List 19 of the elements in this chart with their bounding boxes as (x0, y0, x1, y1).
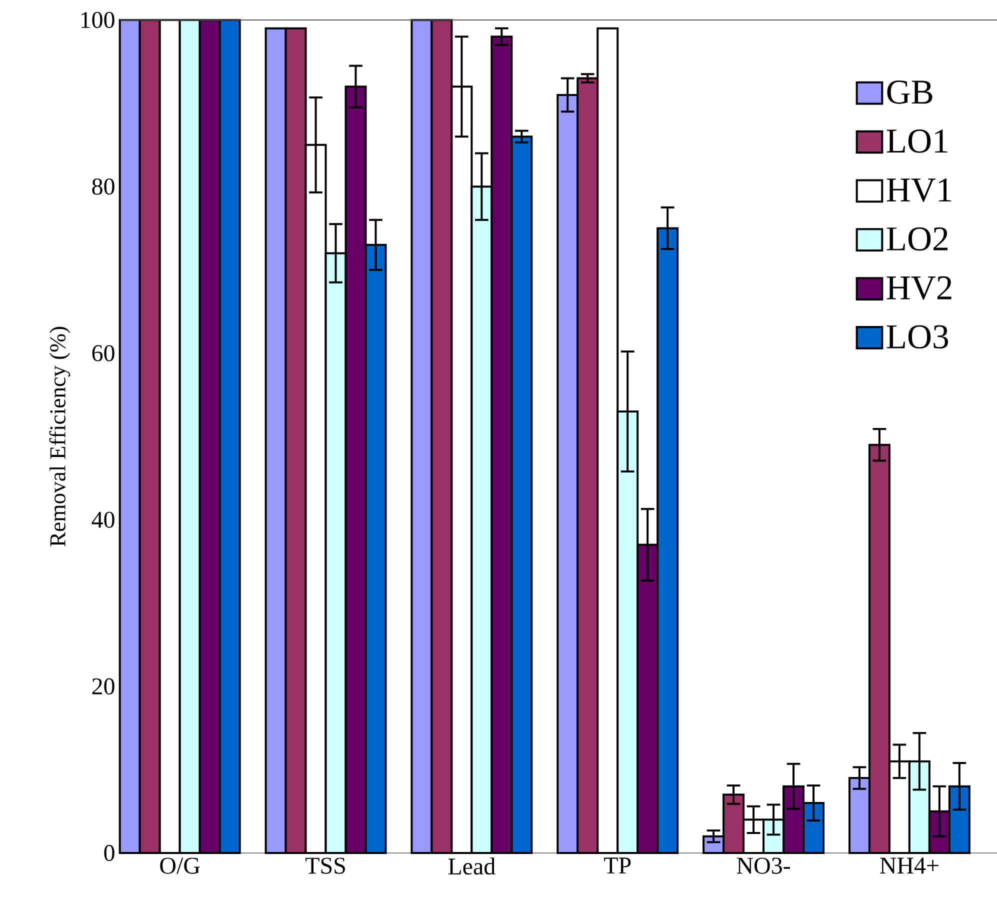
y-tick-label: 40 (92, 512, 114, 528)
y-tick-label: 100 (81, 12, 114, 28)
legend-label: HV2 (886, 276, 952, 300)
y-tick-label: 0 (104, 844, 114, 862)
y-tick-label: 60 (92, 345, 114, 362)
legend-label: HV1 (886, 178, 952, 202)
legend-label: LO3 (886, 325, 948, 349)
legend-label: LO1 (886, 130, 948, 153)
x-tick-label: NH4+ (880, 858, 938, 874)
y-tick-label: 20 (92, 678, 114, 694)
y-tick-label: 80 (92, 178, 114, 195)
legend-label: LO2 (886, 227, 948, 251)
x-tick-label: O/G (160, 858, 200, 874)
x-tick-label: TP (604, 858, 631, 874)
x-tick-label: Lead (448, 858, 496, 875)
legend-label: GB (887, 80, 932, 104)
x-tick-label: NO3- (736, 858, 790, 874)
x-tick-label: TSS (306, 858, 345, 874)
y-axis-title: Removal Efficiency (%) (49, 326, 70, 546)
